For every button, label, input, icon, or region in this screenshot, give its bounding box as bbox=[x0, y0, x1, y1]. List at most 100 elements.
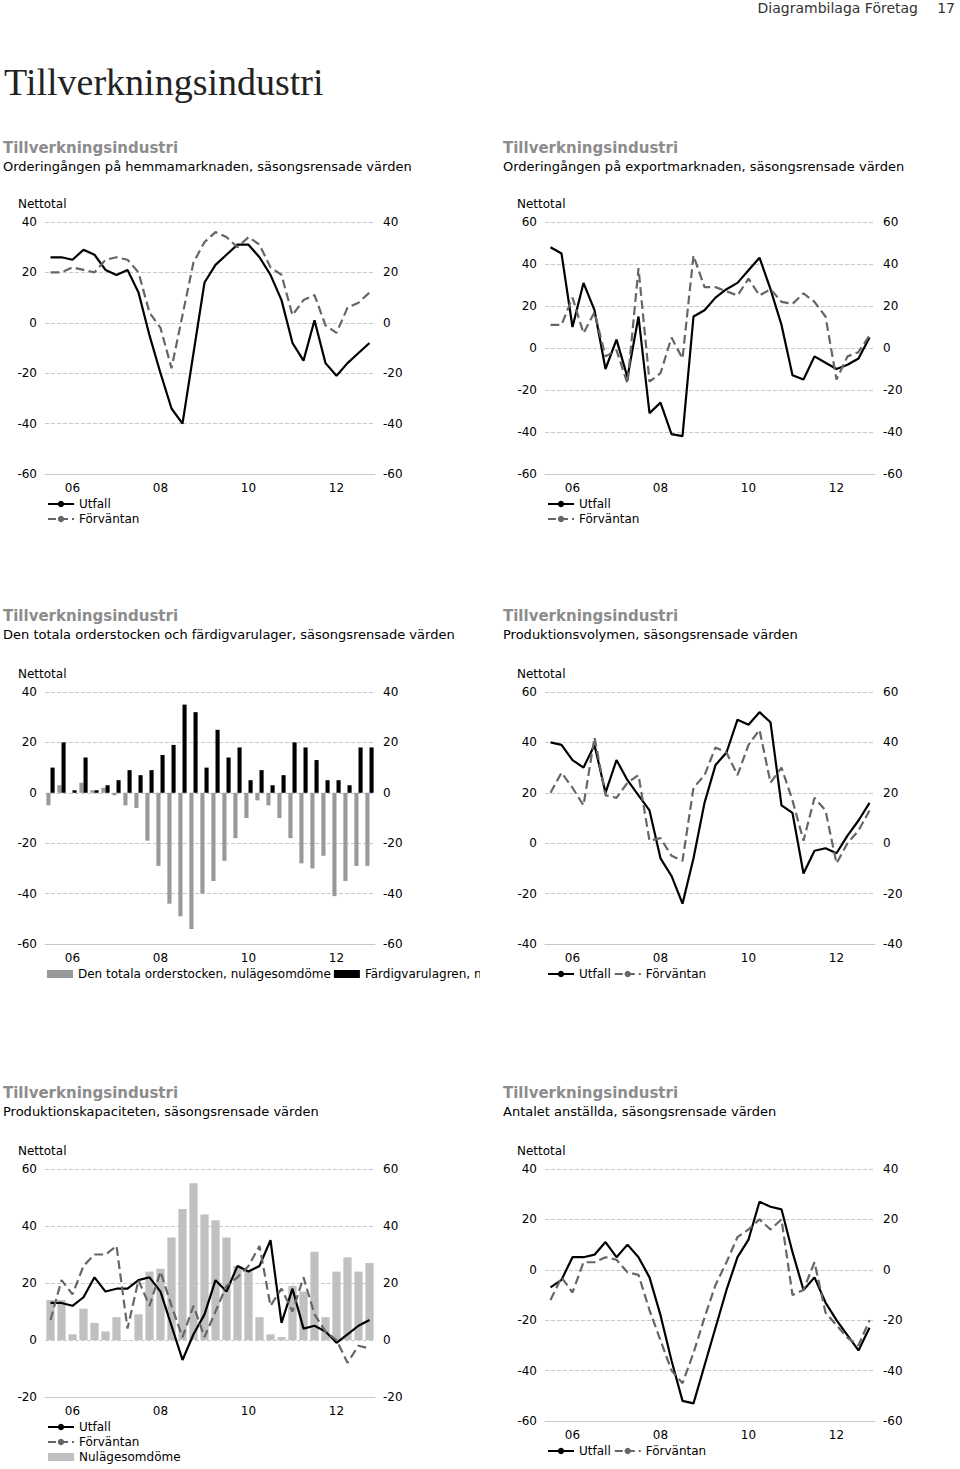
svg-text:0: 0 bbox=[883, 1263, 891, 1277]
svg-text:08: 08 bbox=[653, 951, 668, 965]
svg-text:0: 0 bbox=[529, 341, 537, 355]
svg-text:-40: -40 bbox=[517, 425, 537, 439]
svg-text:20: 20 bbox=[22, 735, 37, 749]
svg-text:Utfall: Utfall bbox=[79, 497, 111, 511]
svg-text:12: 12 bbox=[829, 951, 844, 965]
svg-text:Nettotal: Nettotal bbox=[18, 667, 67, 681]
svg-text:08: 08 bbox=[153, 1404, 168, 1418]
svg-text:Den totala orderstocken och fä: Den totala orderstocken och färdigvarula… bbox=[3, 627, 455, 642]
svg-text:0: 0 bbox=[529, 836, 537, 850]
svg-text:20: 20 bbox=[883, 1212, 898, 1226]
svg-text:40: 40 bbox=[883, 257, 898, 271]
svg-text:0: 0 bbox=[383, 1333, 391, 1347]
svg-text:08: 08 bbox=[653, 1428, 668, 1442]
svg-text:Nettotal: Nettotal bbox=[18, 1144, 67, 1158]
svg-text:Förväntan: Förväntan bbox=[646, 967, 706, 981]
svg-text:Antalet anställda, säsongsrens: Antalet anställda, säsongsrensade värden bbox=[503, 1104, 776, 1119]
svg-text:-60: -60 bbox=[383, 937, 403, 951]
svg-text:-20: -20 bbox=[17, 366, 37, 380]
svg-text:-20: -20 bbox=[383, 836, 403, 850]
svg-text:-60: -60 bbox=[383, 467, 403, 481]
svg-text:Orderingången på exportmarknad: Orderingången på exportmarknaden, säsong… bbox=[503, 159, 904, 174]
svg-text:-20: -20 bbox=[517, 887, 537, 901]
svg-text:40: 40 bbox=[22, 1219, 37, 1233]
svg-text:-40: -40 bbox=[517, 1364, 537, 1378]
svg-text:-20: -20 bbox=[883, 383, 903, 397]
svg-text:40: 40 bbox=[383, 685, 398, 699]
svg-text:Orderingången på hemmamarknade: Orderingången på hemmamarknaden, säsongs… bbox=[3, 159, 412, 174]
svg-text:Förväntan: Förväntan bbox=[646, 1444, 706, 1458]
svg-text:06: 06 bbox=[65, 1404, 80, 1418]
svg-text:-40: -40 bbox=[517, 937, 537, 951]
svg-text:Tillverkningsindustri: Tillverkningsindustri bbox=[3, 608, 178, 625]
svg-text:08: 08 bbox=[653, 481, 668, 495]
svg-text:0: 0 bbox=[883, 341, 891, 355]
svg-text:-60: -60 bbox=[883, 467, 903, 481]
svg-text:-40: -40 bbox=[17, 887, 37, 901]
svg-text:40: 40 bbox=[522, 257, 537, 271]
svg-text:12: 12 bbox=[329, 1404, 344, 1418]
svg-text:-40: -40 bbox=[383, 417, 403, 431]
svg-text:Den totala orderstocken, nuläg: Den totala orderstocken, nulägesomdöme bbox=[78, 967, 331, 981]
svg-text:06: 06 bbox=[565, 951, 580, 965]
svg-text:-60: -60 bbox=[517, 467, 537, 481]
svg-text:20: 20 bbox=[22, 1276, 37, 1290]
svg-text:10: 10 bbox=[741, 481, 756, 495]
svg-text:0: 0 bbox=[383, 316, 391, 330]
svg-text:20: 20 bbox=[522, 299, 537, 313]
svg-text:60: 60 bbox=[383, 1162, 398, 1176]
svg-text:20: 20 bbox=[883, 786, 898, 800]
svg-text:Nulägesomdöme: Nulägesomdöme bbox=[79, 1450, 181, 1464]
svg-text:-40: -40 bbox=[883, 1364, 903, 1378]
svg-text:-20: -20 bbox=[517, 1313, 537, 1327]
svg-text:20: 20 bbox=[383, 265, 398, 279]
svg-text:Tillverkningsindustri: Tillverkningsindustri bbox=[3, 140, 178, 157]
svg-text:40: 40 bbox=[22, 685, 37, 699]
svg-text:06: 06 bbox=[565, 481, 580, 495]
svg-text:08: 08 bbox=[153, 951, 168, 965]
svg-text:-40: -40 bbox=[883, 937, 903, 951]
svg-text:Nettotal: Nettotal bbox=[517, 1144, 566, 1158]
svg-text:40: 40 bbox=[522, 1162, 537, 1176]
svg-text:20: 20 bbox=[383, 1276, 398, 1290]
svg-text:Nettotal: Nettotal bbox=[517, 667, 566, 681]
svg-text:Tillverkningsindustri: Tillverkningsindustri bbox=[503, 1085, 678, 1102]
svg-text:Tillverkningsindustri: Tillverkningsindustri bbox=[503, 608, 678, 625]
svg-text:08: 08 bbox=[153, 481, 168, 495]
svg-text:60: 60 bbox=[22, 1162, 37, 1176]
svg-text:0: 0 bbox=[29, 786, 37, 800]
svg-text:Tillverkningsindustri: Tillverkningsindustri bbox=[503, 140, 678, 157]
svg-text:06: 06 bbox=[565, 1428, 580, 1442]
svg-text:Utfall: Utfall bbox=[579, 967, 611, 981]
svg-text:-20: -20 bbox=[383, 366, 403, 380]
svg-text:-40: -40 bbox=[383, 887, 403, 901]
svg-text:20: 20 bbox=[522, 786, 537, 800]
svg-text:20: 20 bbox=[383, 735, 398, 749]
svg-text:-20: -20 bbox=[883, 887, 903, 901]
svg-text:12: 12 bbox=[329, 951, 344, 965]
svg-text:Tillverkningsindustri: Tillverkningsindustri bbox=[3, 1085, 178, 1102]
svg-text:Färdigvarulagren, nulägesomdöm: Färdigvarulagren, nulägesomdöme bbox=[365, 967, 480, 981]
svg-text:Förväntan: Förväntan bbox=[579, 512, 639, 525]
svg-text:40: 40 bbox=[522, 735, 537, 749]
svg-text:60: 60 bbox=[883, 215, 898, 229]
svg-text:0: 0 bbox=[29, 316, 37, 330]
svg-text:12: 12 bbox=[829, 1428, 844, 1442]
svg-text:Produktionskapaciteten, säsong: Produktionskapaciteten, säsongsrensade v… bbox=[3, 1104, 319, 1119]
svg-text:-20: -20 bbox=[883, 1313, 903, 1327]
svg-text:0: 0 bbox=[29, 1333, 37, 1347]
svg-text:Nettotal: Nettotal bbox=[517, 197, 566, 211]
svg-text:-40: -40 bbox=[883, 425, 903, 439]
svg-text:06: 06 bbox=[65, 951, 80, 965]
svg-text:10: 10 bbox=[741, 1428, 756, 1442]
svg-text:Utfall: Utfall bbox=[579, 497, 611, 511]
svg-text:40: 40 bbox=[383, 215, 398, 229]
svg-text:-60: -60 bbox=[17, 467, 37, 481]
svg-text:20: 20 bbox=[883, 299, 898, 313]
svg-text:10: 10 bbox=[241, 481, 256, 495]
svg-text:-20: -20 bbox=[383, 1390, 403, 1404]
svg-text:20: 20 bbox=[522, 1212, 537, 1226]
svg-text:10: 10 bbox=[241, 1404, 256, 1418]
svg-text:-20: -20 bbox=[17, 1390, 37, 1404]
svg-text:20: 20 bbox=[22, 265, 37, 279]
